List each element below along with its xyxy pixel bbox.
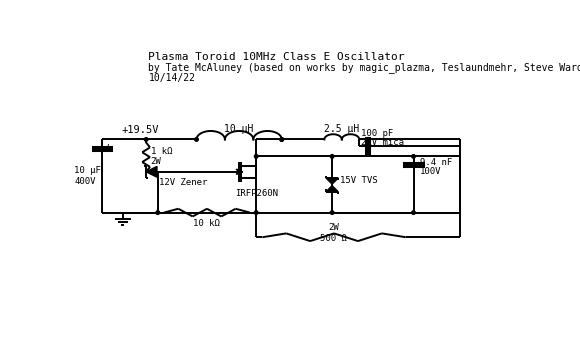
Circle shape (280, 138, 284, 141)
Text: 100V: 100V (420, 167, 441, 176)
Text: 2W: 2W (151, 157, 161, 166)
Text: 2kV mica: 2kV mica (361, 138, 404, 147)
Text: 10 kΩ: 10 kΩ (193, 219, 220, 228)
Text: 10/14/22: 10/14/22 (148, 73, 195, 83)
Circle shape (255, 154, 258, 158)
Circle shape (156, 211, 160, 214)
Text: by Tate McAluney (based on works by magic_plazma, Teslaundmehr, Steve Ward): by Tate McAluney (based on works by magi… (148, 62, 580, 73)
Text: 2.5 μH: 2.5 μH (324, 124, 359, 134)
Circle shape (144, 138, 148, 141)
Circle shape (255, 211, 258, 214)
Circle shape (331, 211, 334, 214)
Text: 500 Ω: 500 Ω (320, 234, 347, 243)
Circle shape (280, 138, 284, 141)
Polygon shape (326, 178, 338, 184)
Circle shape (412, 154, 415, 158)
Text: 12V Zener: 12V Zener (160, 178, 208, 187)
Text: 400V: 400V (74, 176, 96, 185)
Text: 2W: 2W (328, 224, 339, 233)
Text: 9.4 nF: 9.4 nF (420, 158, 452, 167)
Text: Plasma Toroid 10MHz Class E Oscillator: Plasma Toroid 10MHz Class E Oscillator (148, 52, 405, 62)
Text: 1 kΩ: 1 kΩ (151, 147, 172, 156)
Text: 15V TVS: 15V TVS (340, 176, 378, 185)
Text: +19.5V: +19.5V (121, 125, 159, 135)
Text: 100 pF: 100 pF (361, 129, 393, 138)
Circle shape (412, 211, 415, 214)
Polygon shape (326, 186, 338, 192)
Circle shape (195, 138, 198, 141)
Text: 10 μH: 10 μH (224, 124, 254, 134)
Text: IRFP260N: IRFP260N (235, 189, 278, 198)
Text: +: + (104, 142, 111, 152)
Text: 10 μF: 10 μF (74, 166, 101, 175)
Circle shape (331, 154, 334, 158)
Polygon shape (146, 166, 157, 177)
